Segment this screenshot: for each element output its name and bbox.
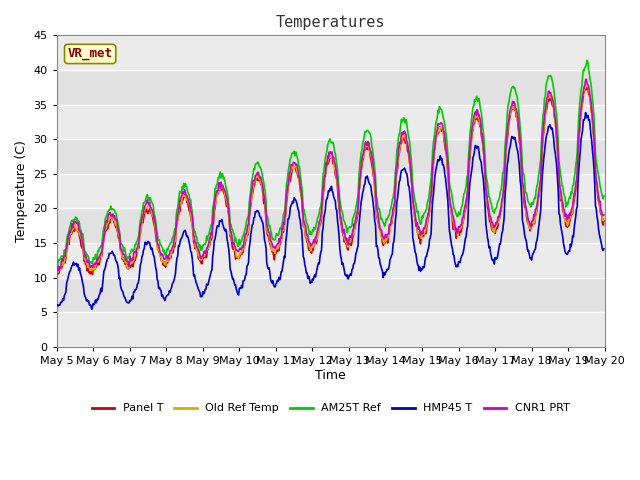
Bar <box>57 277 605 312</box>
Bar <box>57 139 605 174</box>
Bar <box>57 70 605 105</box>
Y-axis label: Temperature (C): Temperature (C) <box>15 140 28 242</box>
Bar <box>57 208 605 243</box>
X-axis label: Time: Time <box>316 369 346 382</box>
Title: Temperatures: Temperatures <box>276 15 385 30</box>
Legend: Panel T, Old Ref Temp, AM25T Ref, HMP45 T, CNR1 PRT: Panel T, Old Ref Temp, AM25T Ref, HMP45 … <box>87 399 574 418</box>
Text: VR_met: VR_met <box>68 48 113 60</box>
